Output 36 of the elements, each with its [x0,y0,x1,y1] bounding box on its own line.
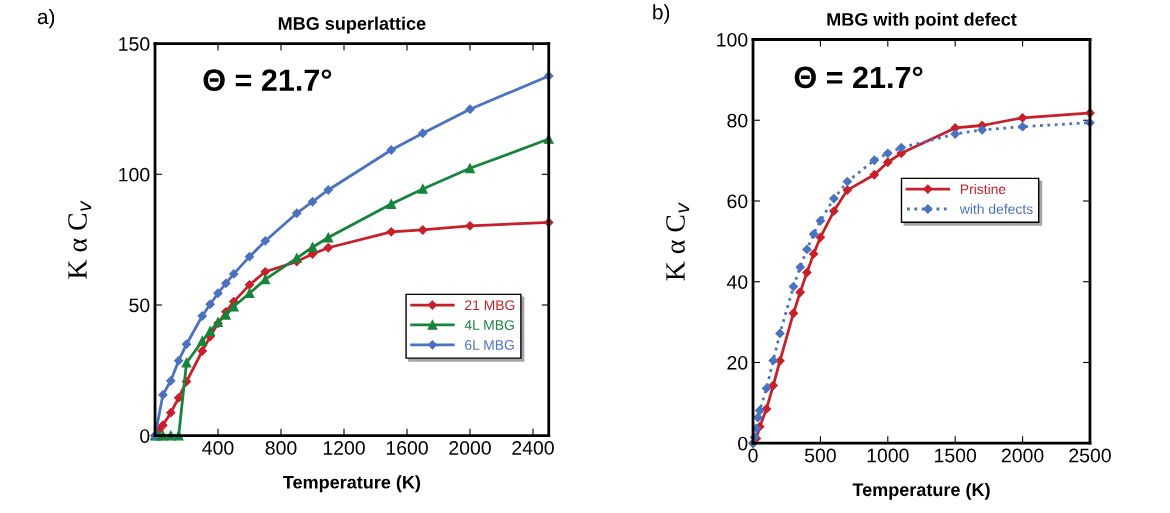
y-tick-label: 150 [119,37,150,51]
x-tick-label: 500 [804,448,836,463]
y-tick-label: 20 [727,355,748,370]
text: b) [653,4,670,24]
chart-title: MBG superlattice [278,16,426,34]
x-tick-label: 0 [748,448,758,463]
x-axis-title: Temperature (K) [283,475,421,493]
y-tick-label: 80 [727,113,748,128]
chart-title: MBG with point defect [827,12,1017,30]
x-tick-label: 800 [265,441,297,455]
legend-label: Pristine [960,183,1006,195]
x-tick-label: 1000 [867,448,909,463]
legend-label: with defects [959,203,1033,215]
y-axis-title: K α C$_{v}$ [666,202,690,281]
legend-label: 6L MBG [465,340,514,350]
y-tick-label: 100 [717,32,748,47]
x-tick-label: 2500 [1069,448,1111,463]
y-tick-label: 50 [129,298,150,313]
annotation: Θ = 21.7° [203,69,332,91]
x-tick-label: 2400 [512,441,554,455]
y-tick-label: 60 [727,194,748,209]
x-tick-label: 2000 [449,441,491,455]
x-tick-label: 400 [202,441,234,455]
y-tick-label: 40 [726,275,748,289]
x-tick-label: 1500 [935,448,977,463]
legend-label: 21 MBG [465,300,515,311]
y-tick-label: 0 [140,429,150,443]
annotation: Θ = 21.7° [794,66,923,89]
y-axis-title: K α C$_{v}$ [68,200,92,279]
text: a) [37,8,55,29]
legend-label: 4L MBG [464,320,514,330]
x-tick-label: 1200 [323,441,365,455]
x-tick-label: 1600 [386,441,428,455]
y-tick-label: 100 [119,167,150,182]
x-tick-label: 2000 [1001,448,1044,463]
x-axis-title: Temperature (K) [852,482,990,500]
